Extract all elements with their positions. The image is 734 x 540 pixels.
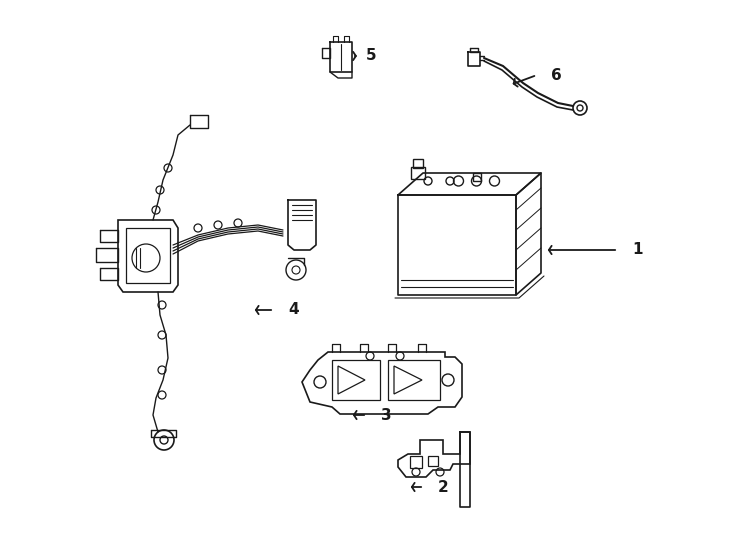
Text: 3: 3: [381, 408, 392, 422]
Bar: [388, 360, 440, 400]
Text: 2: 2: [438, 480, 448, 495]
Bar: [473, 173, 481, 181]
Text: 6: 6: [551, 68, 562, 83]
Text: 5: 5: [366, 49, 377, 64]
Bar: [410, 456, 422, 468]
Text: 1: 1: [632, 242, 642, 258]
Bar: [126, 228, 170, 283]
Bar: [413, 159, 423, 168]
Bar: [428, 456, 438, 466]
Bar: [332, 360, 380, 400]
Bar: [411, 167, 425, 179]
Text: 4: 4: [288, 302, 299, 318]
